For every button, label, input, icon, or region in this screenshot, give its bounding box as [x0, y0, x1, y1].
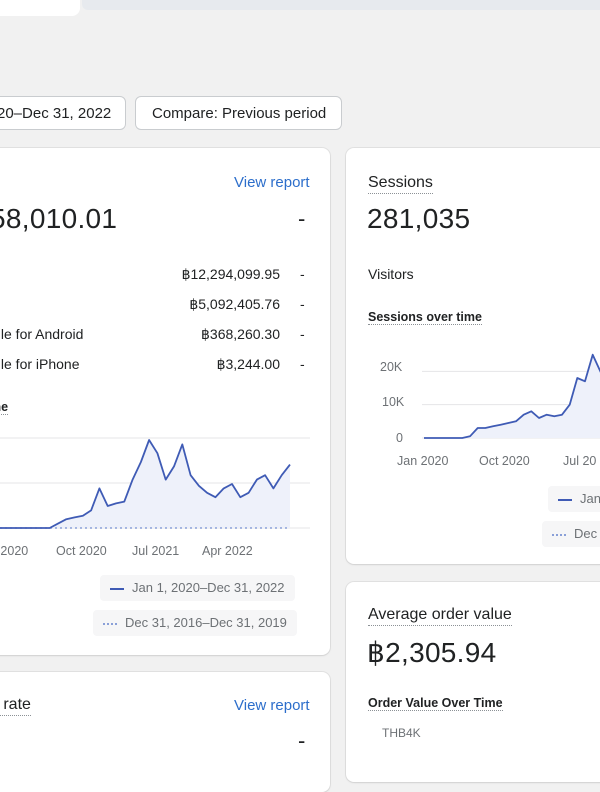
x-tick-label: Jul 2021	[132, 544, 180, 558]
legend-previous[interactable]: Dec 31, 2016–Dec 31, 2019	[93, 610, 297, 636]
visitors-label: Visitors	[368, 266, 414, 282]
x-tick-label: Jul 20	[563, 454, 597, 468]
channel-value: ฿368,260.30	[201, 326, 280, 342]
y-tick-label: THB4K	[382, 726, 421, 740]
legend-dotted-swatch	[103, 622, 117, 625]
sessions-legend-previous[interactable]: Dec 3	[542, 521, 600, 547]
sessions-card: Sessions 281,035 Visitors Sessions over …	[346, 148, 600, 564]
aov-total: ฿2,305.94	[367, 637, 497, 668]
channel-label: bile for iPhone	[0, 356, 80, 372]
channel-change: -	[300, 326, 305, 342]
channel-label: bile for Android	[0, 326, 84, 342]
average-order-value-card: Average order value ฿2,305.94 Order Valu…	[346, 582, 600, 782]
sessions-over-time-chart	[422, 353, 600, 439]
y-tick-label: 10K	[382, 395, 405, 409]
search-bar[interactable]	[82, 0, 600, 10]
series-line-current	[424, 353, 600, 439]
sessions-title: Sessions	[368, 174, 433, 194]
x-tick-label: Oct 2020	[479, 454, 530, 468]
legend-solid-swatch	[558, 498, 572, 501]
view-report-link[interactable]: View report	[234, 697, 310, 714]
date-range-label: 20–Dec 31, 2022	[0, 105, 112, 122]
legend-solid-swatch	[110, 587, 124, 590]
series-area	[424, 354, 600, 438]
chart-title: me	[0, 400, 9, 415]
date-range-button[interactable]: 20–Dec 31, 2022	[0, 96, 126, 130]
series-line-current	[0, 439, 291, 529]
compare-label: Compare: Previous period	[152, 105, 327, 122]
sessions-total: 281,035	[367, 203, 471, 234]
channel-value: ฿12,294,099.95	[181, 266, 280, 282]
conversion-title: n rate	[0, 696, 31, 716]
x-tick-label: Jan 2020	[397, 454, 449, 468]
sales-over-time-chart	[0, 437, 310, 529]
compare-button[interactable]: Compare: Previous period	[135, 96, 342, 130]
series-area	[0, 440, 290, 528]
channel-value: ฿5,092,405.76	[189, 296, 280, 312]
channel-change: -	[300, 296, 305, 312]
view-report-link[interactable]: View report	[234, 174, 310, 191]
legend-current-label: Jan 1, 2020–Dec 31, 2022	[132, 580, 285, 595]
legend-previous-label: Dec 3	[574, 526, 600, 541]
sessions-legend-current[interactable]: Jan	[548, 486, 600, 512]
channel-value: ฿3,244.00	[216, 356, 280, 372]
legend-dotted-swatch	[552, 533, 566, 536]
total-sales-value: 58,010.01	[0, 203, 118, 234]
conversion-change: -	[298, 728, 306, 753]
y-tick-label: 0	[396, 431, 403, 445]
x-tick-label: Apr 2022	[202, 544, 253, 558]
x-tick-label: n 2020	[0, 544, 29, 558]
y-tick-label: 20K	[380, 360, 403, 374]
aov-chart-title: Order Value Over Time	[368, 696, 503, 711]
legend-previous-label: Dec 31, 2016–Dec 31, 2019	[125, 615, 287, 630]
total-sales-card: View report 58,010.01 - ฿12,294,099.95 -…	[0, 148, 330, 655]
conversion-rate-card: n rate View report -	[0, 672, 330, 792]
x-tick-label: Oct 2020	[56, 544, 107, 558]
aov-title: Average order value	[368, 606, 512, 626]
legend-current[interactable]: Jan 1, 2020–Dec 31, 2022	[100, 575, 295, 601]
legend-current-label: Jan	[580, 491, 600, 506]
total-change: -	[298, 206, 306, 231]
channel-change: -	[300, 356, 305, 372]
top-bar-left	[0, 0, 80, 16]
channel-change: -	[300, 266, 305, 282]
sessions-chart-title: Sessions over time	[368, 310, 482, 325]
